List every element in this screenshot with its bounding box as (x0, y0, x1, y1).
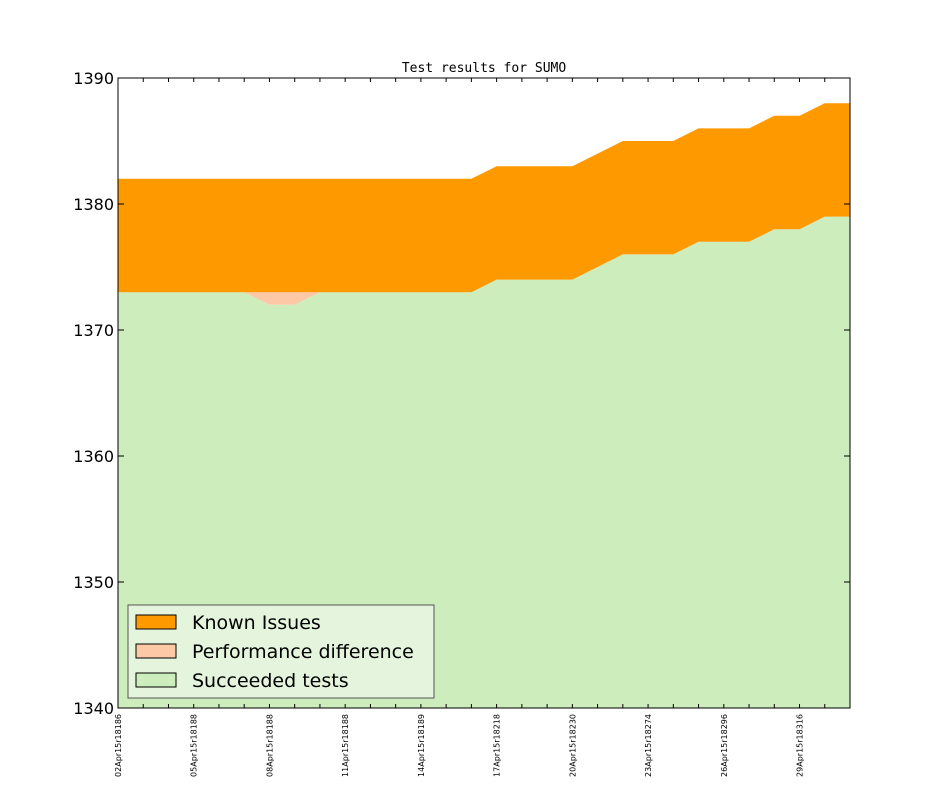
legend-box (127, 604, 435, 699)
x-tick-label: 14Apr15r18189 (417, 714, 426, 777)
x-tick-label: 05Apr15r18188 (190, 714, 199, 777)
x-tick-label: 26Apr15r18296 (720, 714, 729, 777)
area-succeeded-tests (118, 216, 850, 708)
y-tick-label: 1380 (73, 195, 114, 214)
area-known-issues (118, 103, 850, 293)
legend-swatch (135, 672, 177, 688)
x-tick-label: 23Apr15r18274 (644, 714, 653, 777)
legend-label: Known Issues (192, 612, 321, 634)
legend: Known Issues Performance difference Succee… (127, 604, 435, 699)
x-tick-label: 20Apr15r18230 (568, 714, 577, 777)
y-tick-label: 1350 (73, 573, 114, 592)
area-series-group (118, 103, 850, 708)
y-tick-label: 1360 (73, 447, 114, 466)
x-tick-label: 17Apr15r18218 (493, 714, 502, 777)
plot-frame (117, 77, 851, 709)
x-tick-label: 08Apr15r18188 (265, 714, 274, 777)
x-tick-label: 02Apr15r18186 (114, 714, 123, 777)
legend-swatch (135, 614, 177, 630)
legend-label: Succeeded tests (192, 670, 349, 692)
legend-label: Performance difference (192, 641, 414, 663)
x-axis: 02Apr15r18186 05Apr15r18188 08Apr15r18188 1… (114, 78, 851, 777)
x-tick-label: 11Apr15r18188 (341, 714, 350, 777)
legend-swatch (135, 643, 177, 659)
y-tick-label: 1390 (73, 69, 114, 88)
y-tick-label: 1370 (73, 321, 114, 340)
x-tick-label: 29Apr15r18316 (796, 714, 805, 777)
y-tick-label: 1340 (73, 699, 114, 718)
chart-title: Test results for SUMO (402, 61, 567, 76)
y-axis: 1340 1350 1360 1370 1380 1390 (73, 69, 850, 718)
